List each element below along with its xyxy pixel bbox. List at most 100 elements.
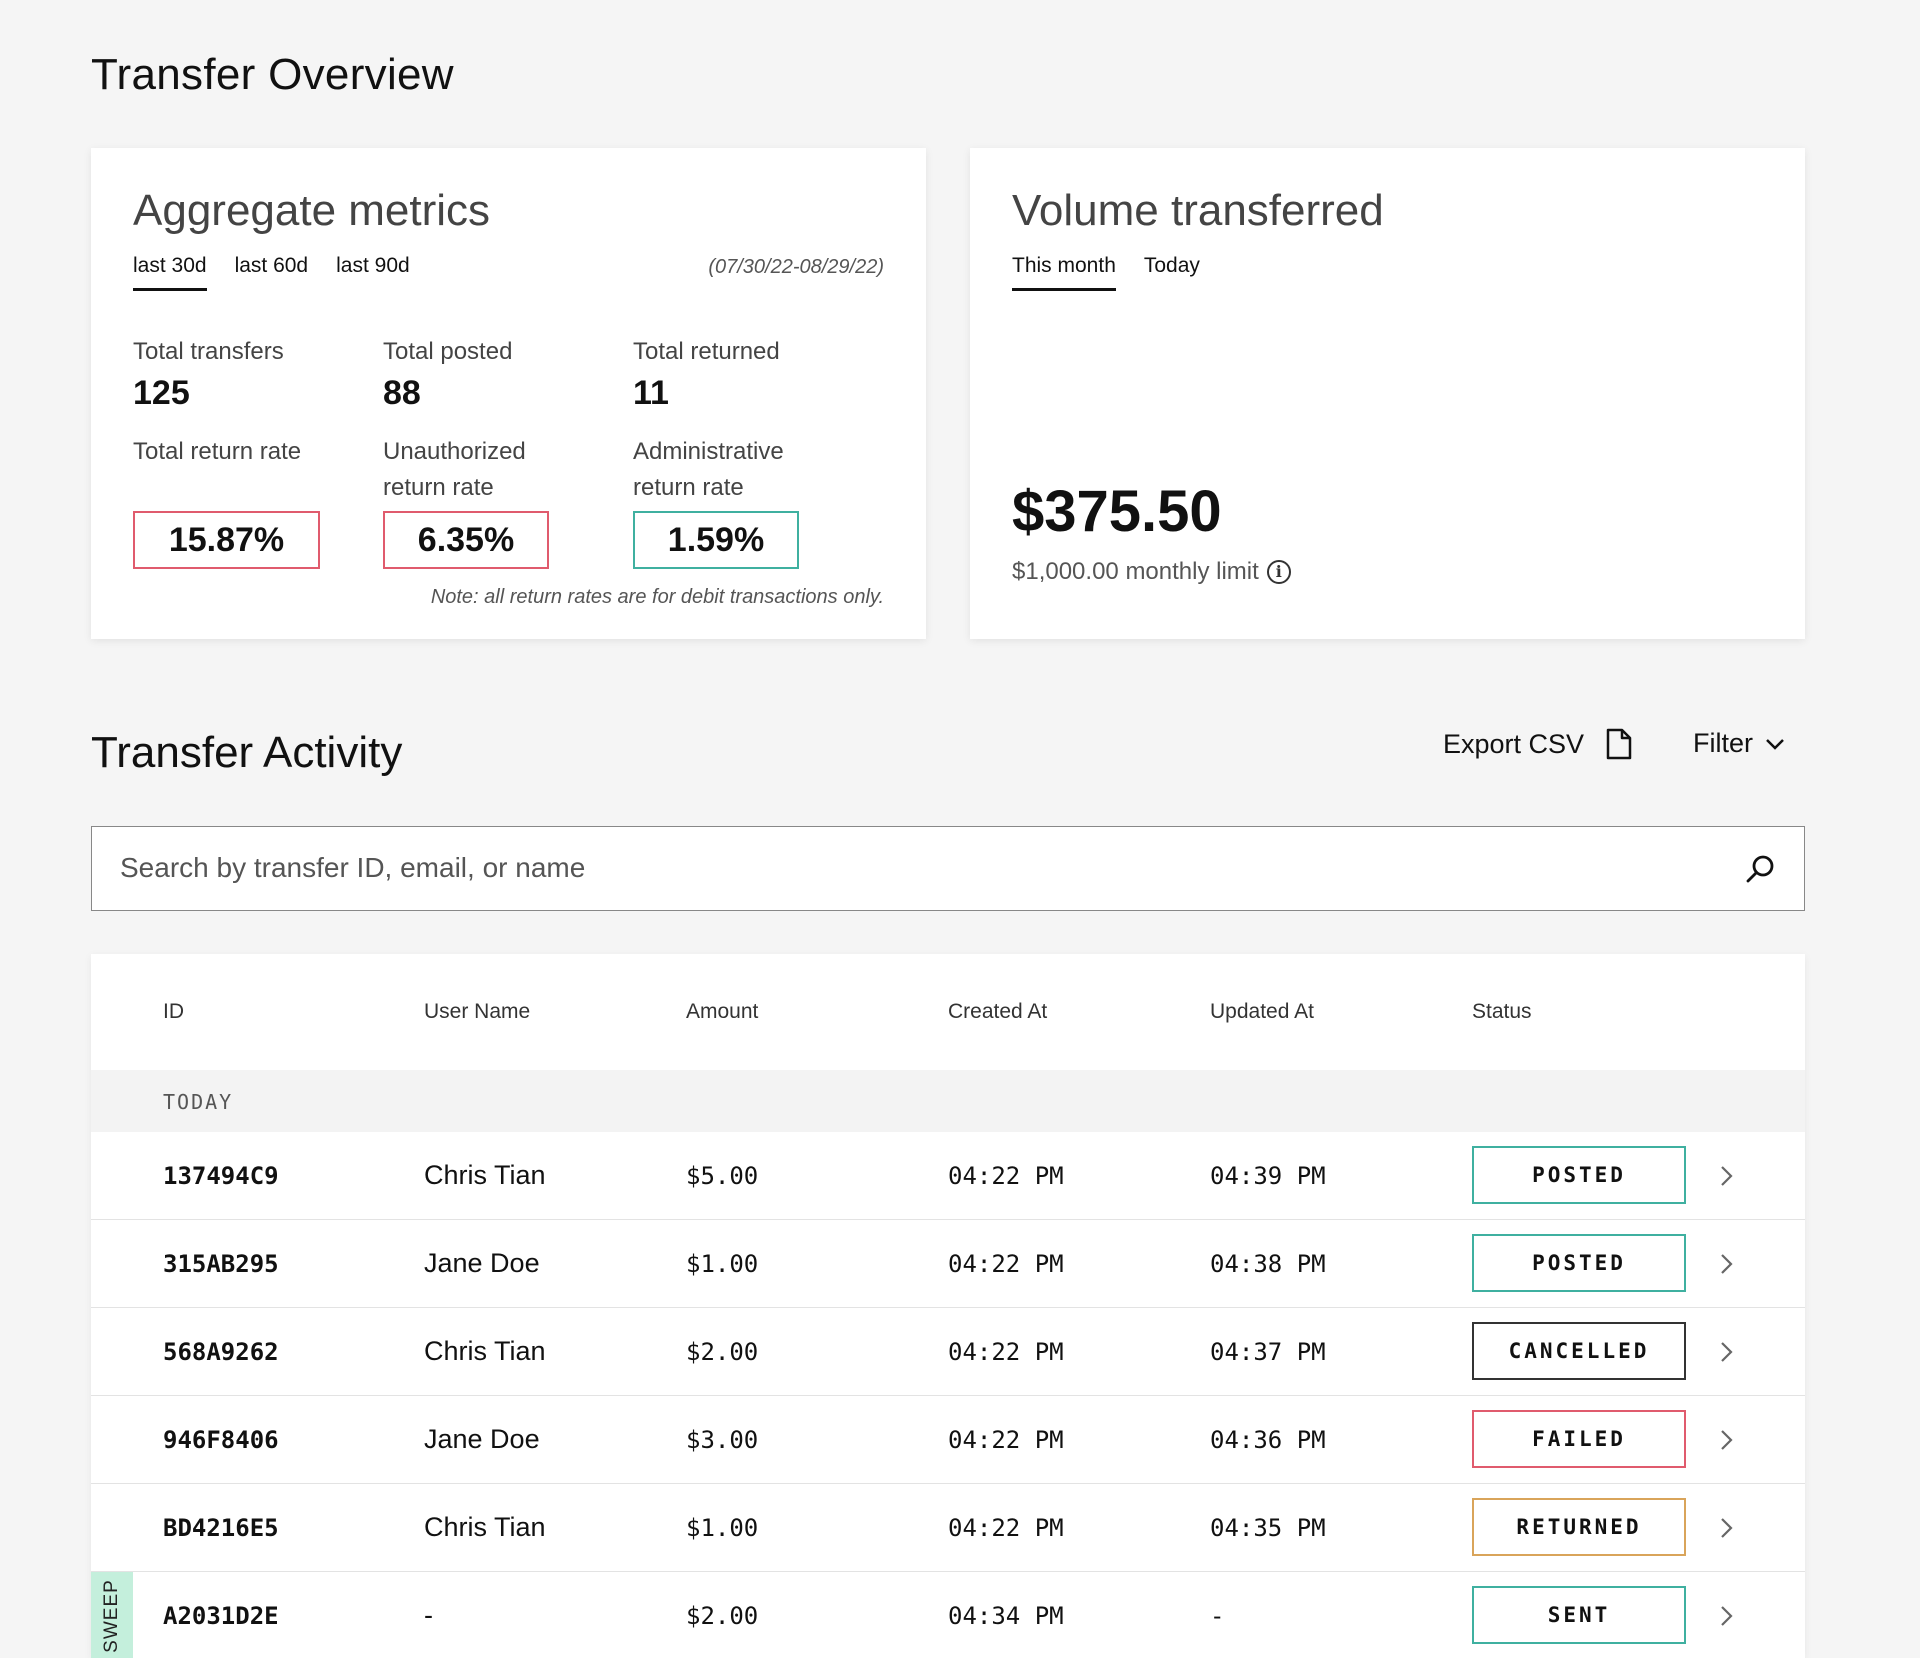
return-rate-note: Note: all return rates are for debit tra… — [430, 586, 884, 608]
chevron-right-icon[interactable] — [1719, 1604, 1735, 1628]
cell-amount: $2.00 — [686, 1602, 759, 1630]
cell-user-name: Jane Doe — [424, 1424, 540, 1454]
cell-id: A2031D2E — [163, 1602, 279, 1630]
group-label: TODAY — [163, 1090, 234, 1114]
administrative-return-rate-value: 1.59% — [633, 511, 799, 569]
chevron-down-icon — [1766, 738, 1784, 750]
status-badge: POSTED — [1472, 1146, 1686, 1204]
filter-label: Filter — [1693, 728, 1753, 758]
cell-amount: $3.00 — [686, 1426, 759, 1454]
tab-this-month[interactable]: This month — [1012, 254, 1116, 291]
metric-label-line-1: Administrative — [633, 438, 784, 465]
cell-amount: $5.00 — [686, 1162, 759, 1190]
cell-amount: $1.00 — [686, 1250, 759, 1278]
status-badge: CANCELLED — [1472, 1322, 1686, 1380]
cell-updated-at: 04:37 PM — [1210, 1338, 1326, 1366]
cell-user-name: Jane Doe — [424, 1248, 540, 1278]
cell-id: 315AB295 — [163, 1250, 279, 1278]
column-header-id[interactable]: ID — [163, 1000, 184, 1023]
cell-user-name: Chris Tian — [424, 1160, 546, 1190]
status-badge: RETURNED — [1472, 1498, 1686, 1556]
metric-administrative-rate-label: Administrative return rate — [633, 434, 784, 506]
monthly-limit: $1,000.00 monthly limit i — [1012, 558, 1291, 586]
column-header-amount[interactable]: Amount — [686, 1000, 759, 1023]
cell-id: BD4216E5 — [163, 1514, 279, 1542]
chevron-right-icon[interactable] — [1719, 1252, 1735, 1276]
transfer-activity-title: Transfer Activity — [91, 728, 403, 777]
sweep-tag: SWEEP — [91, 1572, 133, 1658]
metric-total-return-rate-label: Total return rate — [133, 434, 301, 470]
cell-id: 568A9262 — [163, 1338, 279, 1366]
chevron-right-icon[interactable] — [1719, 1516, 1735, 1540]
cell-user-name: Chris Tian — [424, 1336, 546, 1366]
metric-value: 11 — [633, 374, 669, 412]
volume-amount: $375.50 — [1012, 479, 1222, 544]
metric-label-line-1: Unauthorized — [383, 438, 526, 465]
filter-button[interactable]: Filter — [1693, 728, 1785, 759]
export-csv-button[interactable]: Export CSV — [1443, 728, 1632, 760]
column-header-user-name[interactable]: User Name — [424, 1000, 531, 1023]
search-input[interactable] — [120, 827, 1720, 909]
tab-last-30d[interactable]: last 30d — [133, 254, 207, 291]
transfer-table: ID User Name Amount Created At Updated A… — [91, 954, 1805, 1658]
metric-label: Total returned — [633, 338, 780, 365]
metric-total-returned: Total returned 11 — [633, 334, 780, 413]
metric-label: Total posted — [383, 338, 513, 365]
cell-created-at: 04:22 PM — [948, 1426, 1064, 1454]
cell-amount: $1.00 — [686, 1514, 759, 1542]
column-header-updated-at[interactable]: Updated At — [1210, 1000, 1314, 1023]
metric-label: Total transfers — [133, 338, 284, 365]
status-badge: FAILED — [1472, 1410, 1686, 1468]
total-return-rate-value: 15.87% — [133, 511, 320, 569]
metric-value: 125 — [133, 374, 190, 412]
chevron-right-icon[interactable] — [1719, 1428, 1735, 1452]
sweep-tag-label: SWEEP — [101, 1579, 122, 1653]
cell-updated-at: 04:36 PM — [1210, 1426, 1326, 1454]
cell-updated-at: 04:39 PM — [1210, 1162, 1326, 1190]
table-row[interactable]: 946F8406 Jane Doe $3.00 04:22 PM 04:36 P… — [91, 1396, 1805, 1484]
page-title: Transfer Overview — [91, 50, 454, 99]
metric-total-transfers: Total transfers 125 — [133, 334, 284, 413]
cell-amount: $2.00 — [686, 1338, 759, 1366]
cell-created-at: 04:22 PM — [948, 1514, 1064, 1542]
aggregate-metrics-card: Aggregate metrics last 30d last 60d last… — [91, 148, 926, 639]
cell-updated-at: 04:35 PM — [1210, 1514, 1326, 1542]
table-row[interactable]: 568A9262 Chris Tian $2.00 04:22 PM 04:37… — [91, 1308, 1805, 1396]
table-row[interactable]: BD4216E5 Chris Tian $1.00 04:22 PM 04:35… — [91, 1484, 1805, 1572]
cell-created-at: 04:34 PM — [948, 1602, 1064, 1630]
volume-tabs: This month Today — [1012, 254, 1200, 291]
search-icon[interactable] — [1744, 853, 1776, 885]
status-badge: POSTED — [1472, 1234, 1686, 1292]
info-icon[interactable]: i — [1266, 560, 1291, 584]
tab-today[interactable]: Today — [1143, 254, 1200, 277]
cell-user-name: Chris Tian — [424, 1512, 546, 1542]
table-row[interactable]: 315AB295 Jane Doe $1.00 04:22 PM 04:38 P… — [91, 1220, 1805, 1308]
cell-user-name: - — [424, 1600, 433, 1630]
metric-label: Total return rate — [133, 438, 302, 465]
volume-transferred-title: Volume transferred — [1012, 186, 1384, 235]
cell-created-at: 04:22 PM — [948, 1338, 1064, 1366]
search-box — [91, 826, 1805, 911]
column-header-status[interactable]: Status — [1472, 1000, 1532, 1023]
table-row[interactable]: 137494C9 Chris Tian $5.00 04:22 PM 04:39… — [91, 1132, 1805, 1220]
cell-updated-at: 04:38 PM — [1210, 1250, 1326, 1278]
chevron-right-icon[interactable] — [1719, 1340, 1735, 1364]
tab-last-60d[interactable]: last 60d — [234, 254, 309, 277]
cell-id: 137494C9 — [163, 1162, 279, 1190]
cell-created-at: 04:22 PM — [948, 1162, 1064, 1190]
tab-last-90d[interactable]: last 90d — [336, 254, 410, 277]
volume-transferred-card: Volume transferred This month Today $375… — [970, 148, 1805, 639]
cell-updated-at: - — [1210, 1602, 1225, 1630]
cell-id: 946F8406 — [163, 1426, 279, 1454]
table-row[interactable]: SWEEP A2031D2E - $2.00 04:34 PM - SENT — [91, 1572, 1805, 1658]
date-range: (07/30/22-08/29/22) — [708, 256, 884, 278]
column-header-created-at[interactable]: Created At — [948, 1000, 1048, 1023]
metric-label-line-2: return rate — [383, 474, 494, 501]
metric-total-posted: Total posted 88 — [383, 334, 512, 413]
metric-label-line-2: return rate — [633, 474, 744, 501]
chevron-right-icon[interactable] — [1719, 1164, 1735, 1188]
monthly-limit-text: $1,000.00 monthly limit — [1012, 558, 1259, 585]
aggregate-metrics-title: Aggregate metrics — [133, 186, 491, 235]
cell-created-at: 04:22 PM — [948, 1250, 1064, 1278]
status-badge: SENT — [1472, 1586, 1686, 1644]
